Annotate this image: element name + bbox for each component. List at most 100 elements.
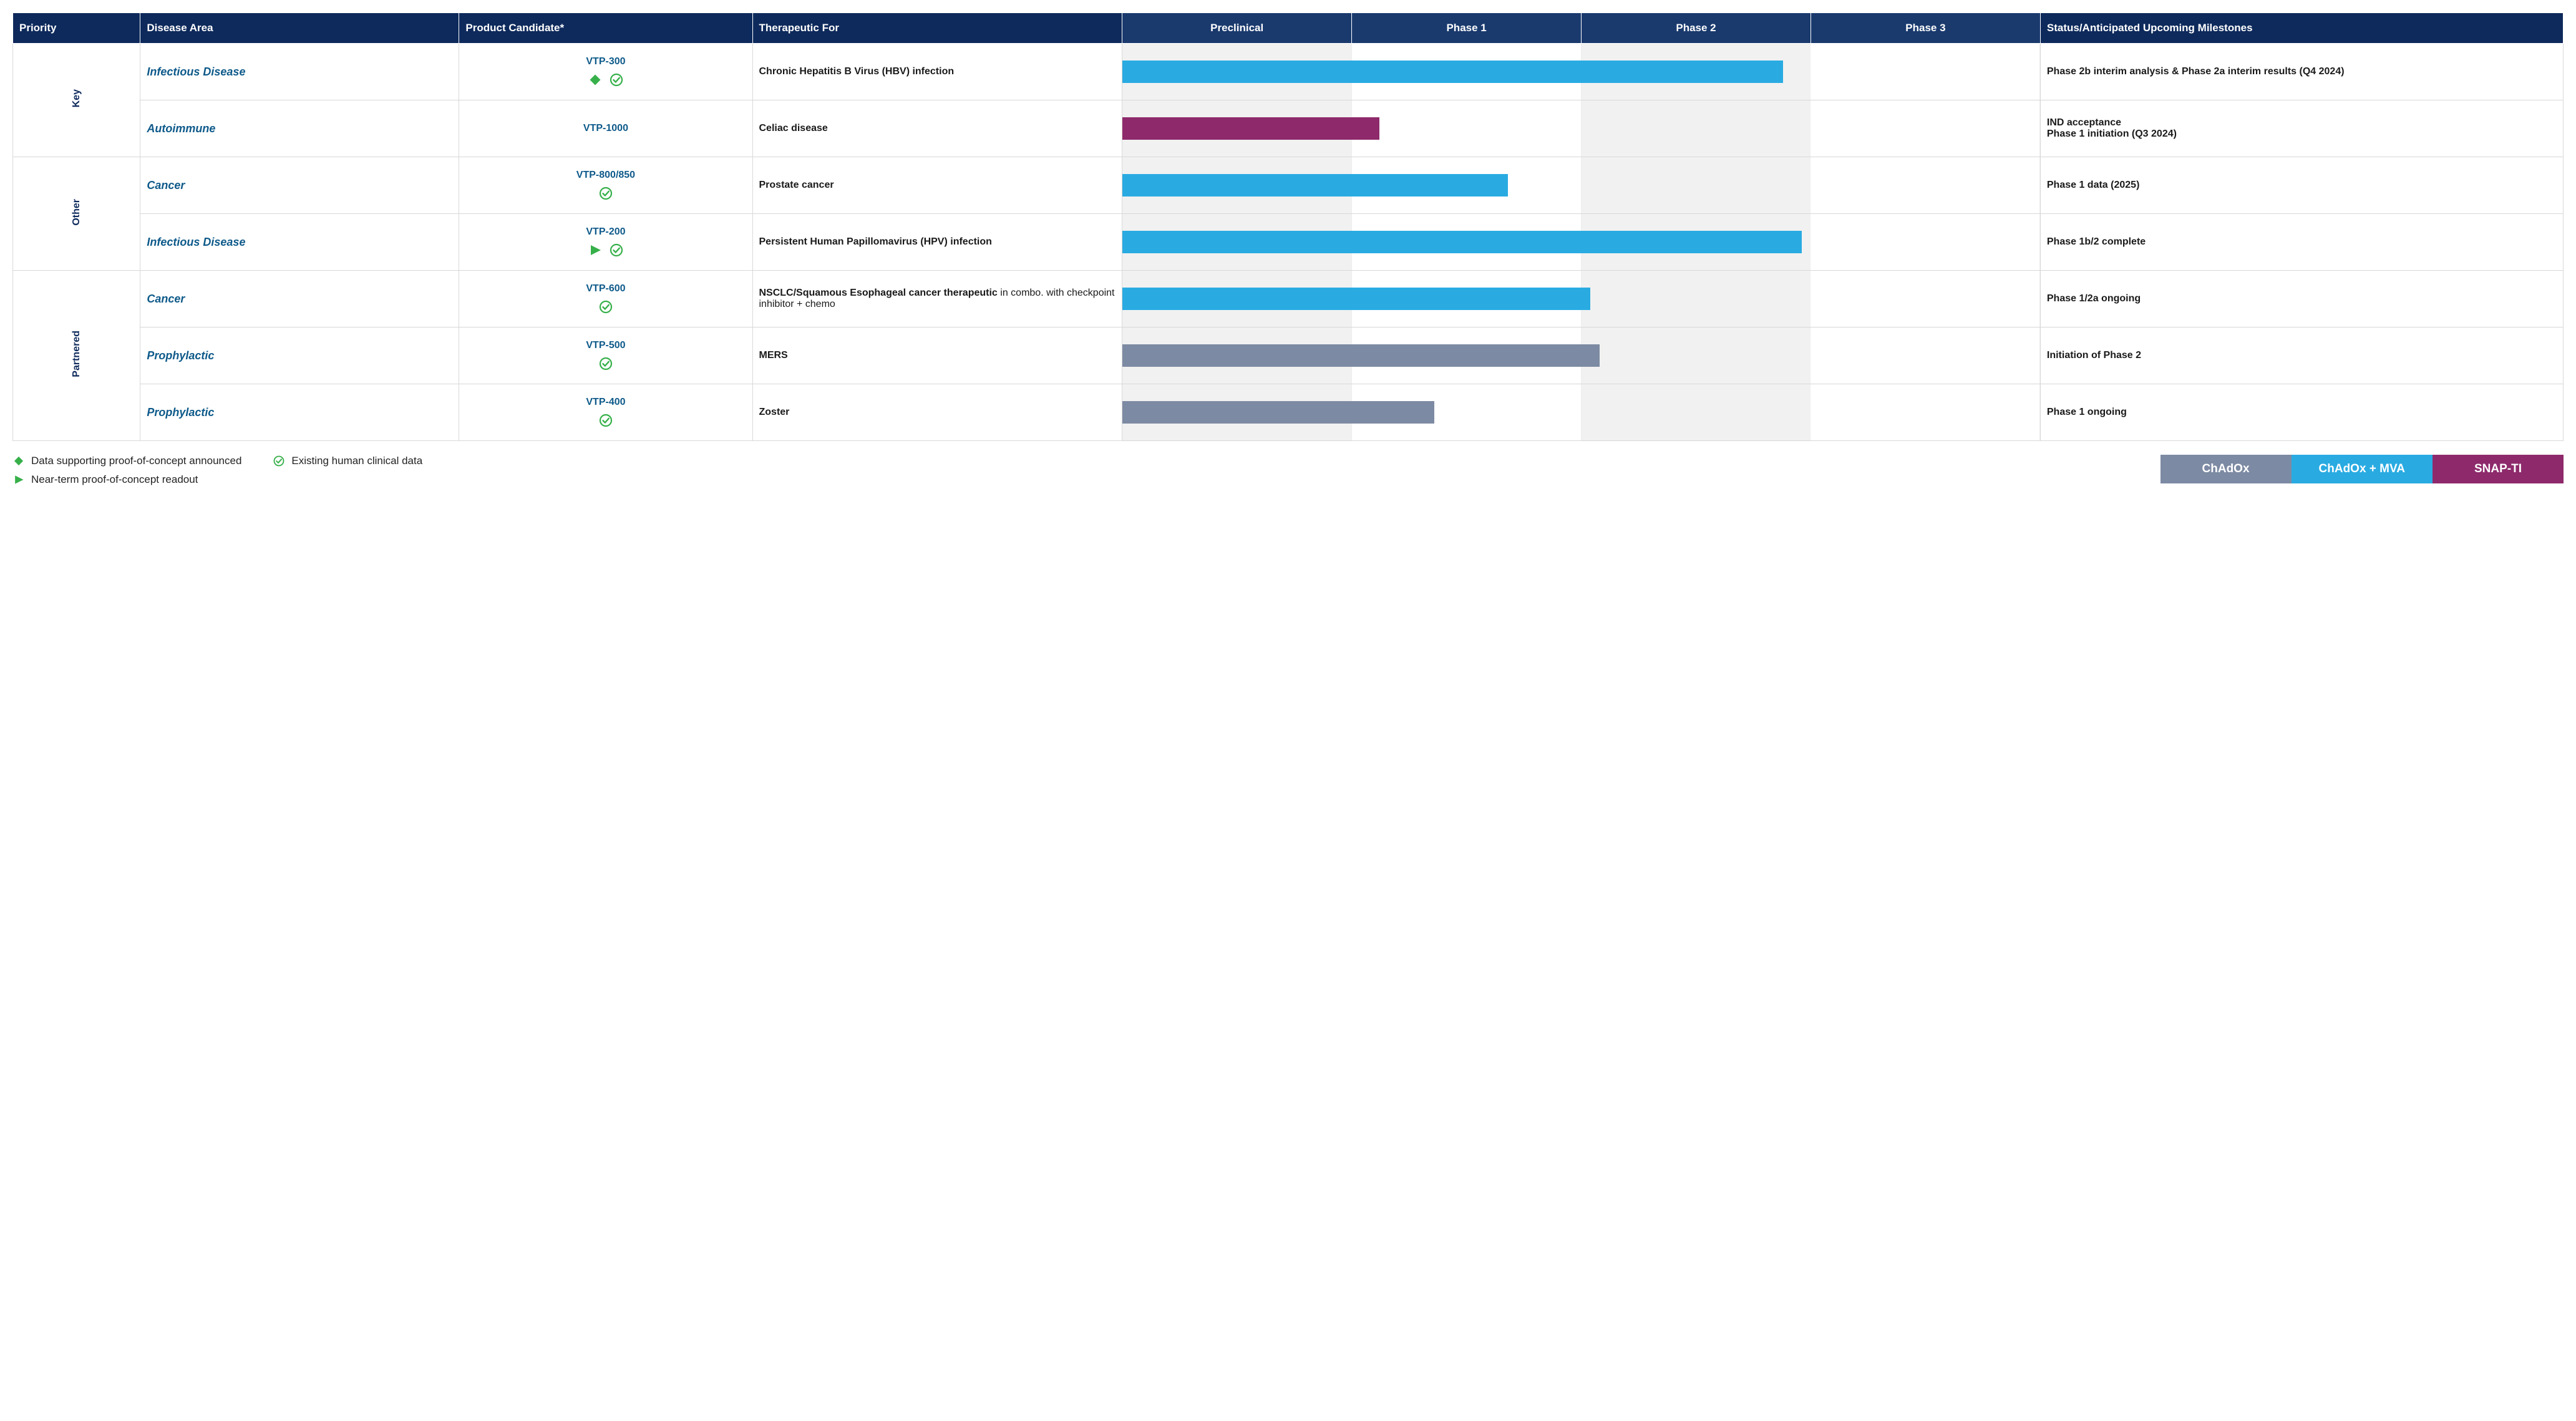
priority-label: Partnered — [71, 331, 82, 377]
product-icon-row — [465, 72, 746, 87]
product-icon-row — [465, 299, 746, 314]
legend-item: Existing human clinical data — [273, 455, 422, 467]
product-code: VTP-600 — [465, 283, 746, 294]
col-product: Product Candidate* — [459, 13, 752, 44]
phase-col-2 — [1582, 157, 1811, 213]
phase-strip — [1122, 384, 2040, 440]
product-icon-row — [465, 356, 746, 371]
milestone-cell: Phase 1 ongoing — [2040, 384, 2563, 441]
phase-progress-cell — [1122, 100, 2041, 157]
phase-progress-cell — [1122, 157, 2041, 214]
product-icon-row — [465, 413, 746, 428]
progress-bar — [1122, 61, 1783, 83]
table-row: Prophylactic VTP-500 MERS Initiation of Ph… — [13, 327, 2564, 384]
disease-area-cell: Infectious Disease — [140, 44, 459, 100]
disease-area-label: Infectious Disease — [147, 65, 245, 78]
disease-area-cell: Prophylactic — [140, 327, 459, 384]
therapeutic-cell: Zoster — [752, 384, 1122, 441]
product-code: VTP-400 — [465, 397, 746, 408]
disease-area-label: Infectious Disease — [147, 236, 245, 248]
disease-area-cell: Prophylactic — [140, 384, 459, 441]
product-cell: VTP-600 — [459, 271, 752, 327]
milestone-cell: Phase 1b/2 complete — [2040, 214, 2563, 271]
table-row: AutoimmuneVTP-1000Celiac disease IND acc… — [13, 100, 2564, 157]
legend-item: Near-term proof-of-concept readout — [12, 473, 422, 486]
therapeutic-cell: MERS — [752, 327, 1122, 384]
legend-item: Data supporting proof-of-concept announc… — [12, 455, 241, 467]
col-phase-2: Phase 2 — [1582, 13, 1811, 44]
legend-color-box: ChAdOx + MVA — [2292, 455, 2433, 483]
phase-col-3 — [1810, 100, 2040, 157]
phase-progress-cell — [1122, 44, 2041, 100]
priority-group-cell: Partnered — [13, 271, 140, 441]
phase-progress-cell — [1122, 271, 2041, 327]
phase-strip — [1122, 157, 2040, 213]
table-row: OtherCancerVTP-800/850Prostate cancer Ph… — [13, 157, 2564, 214]
disease-area-cell: Cancer — [140, 271, 459, 327]
table-body: Key Infectious Disease VTP-300 Chronic Hepa… — [13, 44, 2564, 441]
col-milestones: Status/Anticipated Upcoming Milestones — [2040, 13, 2563, 44]
priority-group-cell: Key — [13, 44, 140, 157]
phase-strip — [1122, 44, 2040, 100]
phase-strip — [1122, 100, 2040, 157]
legend: Data supporting proof-of-concept announc… — [12, 455, 2564, 486]
phase-col-3 — [1810, 271, 2040, 327]
product-code: VTP-200 — [465, 226, 746, 238]
therapeutic-cell: Chronic Hepatitis B Virus (HBV) infectio… — [752, 44, 1122, 100]
legend-color-boxes: ChAdOxChAdOx + MVASNAP-TI — [2160, 455, 2564, 483]
product-code: VTP-500 — [465, 340, 746, 351]
product-cell: VTP-800/850 — [459, 157, 752, 214]
check-circle-icon — [598, 186, 613, 201]
legend-label: Data supporting proof-of-concept announc… — [31, 455, 241, 467]
phase-strip — [1122, 271, 2040, 327]
phase-progress-cell — [1122, 214, 2041, 271]
phase-col-3 — [1810, 327, 2040, 384]
priority-label: Key — [71, 89, 82, 107]
therapeutic-cell: Celiac disease — [752, 100, 1122, 157]
product-cell: VTP-200 — [459, 214, 752, 271]
check-circle-icon — [598, 413, 613, 428]
milestone-cell: Phase 1 data (2025) — [2040, 157, 2563, 214]
phase-col-1 — [1352, 100, 1582, 157]
col-therapeutic: Therapeutic For — [752, 13, 1122, 44]
check-circle-icon — [609, 72, 624, 87]
progress-bar — [1122, 344, 1600, 367]
disease-area-label: Cancer — [147, 179, 185, 192]
check-circle-icon — [598, 356, 613, 371]
phase-progress-cell — [1122, 327, 2041, 384]
priority-label: Other — [71, 199, 82, 226]
table-row: KeyInfectious DiseaseVTP-300Chronic Hepa… — [13, 44, 2564, 100]
disease-area-label: Prophylactic — [147, 349, 214, 362]
priority-group-cell: Other — [13, 157, 140, 271]
product-cell: VTP-400 — [459, 384, 752, 441]
product-icon-row — [465, 243, 746, 258]
therapeutic-cell: Prostate cancer — [752, 157, 1122, 214]
milestone-cell: Phase 2b interim analysis & Phase 2a int… — [2040, 44, 2563, 100]
product-cell: VTP-500 — [459, 327, 752, 384]
phase-strip — [1122, 214, 2040, 270]
phase-col-3 — [1810, 44, 2040, 100]
progress-bar — [1122, 117, 1379, 140]
phase-col-2 — [1582, 100, 1811, 157]
legend-color-box: ChAdOx — [2160, 455, 2292, 483]
check-circle-icon — [609, 243, 624, 258]
disease-area-label: Prophylactic — [147, 406, 214, 419]
col-priority: Priority — [13, 13, 140, 44]
diamond-icon — [588, 72, 603, 87]
check-circle-icon — [598, 299, 613, 314]
disease-area-cell: Infectious Disease — [140, 214, 459, 271]
milestone-cell: Initiation of Phase 2 — [2040, 327, 2563, 384]
phase-col-3 — [1810, 157, 2040, 213]
phase-col-2 — [1582, 327, 1811, 384]
therapeutic-cell: Persistent Human Papillomavirus (HPV) in… — [752, 214, 1122, 271]
disease-area-cell: Autoimmune — [140, 100, 459, 157]
triangle-icon — [12, 473, 25, 486]
milestone-cell: Phase 1/2a ongoing — [2040, 271, 2563, 327]
table-row: Infectious Disease VTP-200 Persistent Huma… — [13, 214, 2564, 271]
disease-area-label: Autoimmune — [147, 122, 215, 135]
legend-color-box: SNAP-TI — [2433, 455, 2564, 483]
product-cell: VTP-300 — [459, 44, 752, 100]
product-code: VTP-300 — [465, 56, 746, 67]
legend-label: Near-term proof-of-concept readout — [31, 473, 198, 486]
progress-bar — [1122, 174, 1508, 196]
